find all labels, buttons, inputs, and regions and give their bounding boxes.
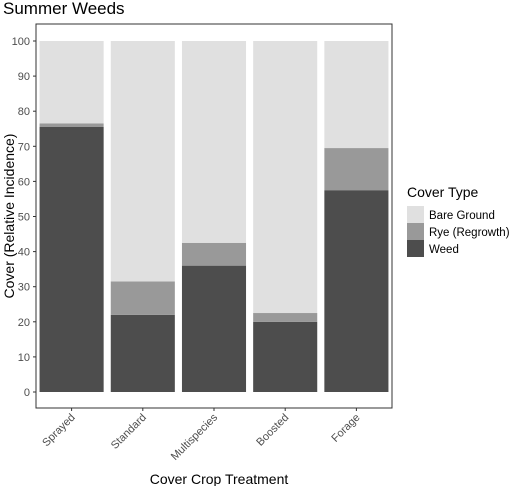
- chart-title: Summer Weeds: [3, 0, 125, 18]
- legend: Cover Type Bare Ground Rye (Regrowth) Weed: [407, 184, 509, 257]
- bar-standard-bare-ground: [110, 41, 175, 282]
- y-tick-label: 40: [18, 247, 30, 259]
- bar-forage-weed: [324, 190, 389, 392]
- bar-boosted-rye-regrowth: [253, 313, 318, 322]
- y-tick-label: 50: [18, 212, 30, 224]
- x-tick-label: Boosted: [254, 412, 291, 449]
- bar-standard-rye-regrowth: [110, 281, 175, 315]
- y-tick-label: 90: [18, 71, 30, 83]
- bar-sprayed-rye-regrowth: [39, 123, 104, 127]
- y-axis-title: Cover (Relative Incidence): [1, 134, 17, 299]
- y-tick-label: 100: [12, 36, 30, 48]
- bar-sprayed-bare-ground: [39, 41, 104, 124]
- x-tick-label: Multispecies: [169, 411, 221, 463]
- bar-multispecies-bare-ground: [181, 41, 247, 243]
- legend-key: [407, 206, 424, 223]
- legend-label: Rye (Regrowth): [429, 227, 509, 239]
- y-tick-label: 70: [18, 141, 30, 153]
- plot-area: 0 10 20 30 40 50 60 70 80 90 100 Sprayed Standard Mul…: [12, 23, 393, 463]
- x-axis-title: Cover Crop Treatment: [150, 471, 289, 486]
- bar-multispecies-weed: [181, 265, 247, 392]
- bar-sprayed-weed: [39, 126, 104, 393]
- y-tick-label: 20: [18, 317, 30, 329]
- bar-boosted-weed: [253, 321, 318, 392]
- x-tick-label: Forage: [329, 412, 362, 445]
- x-tick-label: Standard: [109, 412, 149, 452]
- legend-label: Bare Ground: [429, 210, 495, 222]
- bar-forage-rye-regrowth: [324, 148, 389, 191]
- y-tick-label: 80: [18, 106, 30, 118]
- bar-standard-weed: [110, 314, 175, 392]
- y-tick-label: 0: [24, 387, 30, 399]
- x-tick-label: Sprayed: [40, 412, 77, 449]
- legend-title: Cover Type: [407, 184, 479, 200]
- bar-forage-bare-ground: [324, 41, 389, 149]
- bar-boosted-bare-ground: [253, 41, 318, 314]
- y-tick-label: 10: [18, 352, 30, 364]
- bar-multispecies-rye-regrowth: [181, 242, 247, 266]
- y-tick-label: 60: [18, 176, 30, 188]
- legend-key: [407, 223, 424, 240]
- legend-label: Weed: [429, 244, 459, 256]
- y-tick-label: 30: [18, 282, 30, 294]
- legend-key: [407, 240, 424, 257]
